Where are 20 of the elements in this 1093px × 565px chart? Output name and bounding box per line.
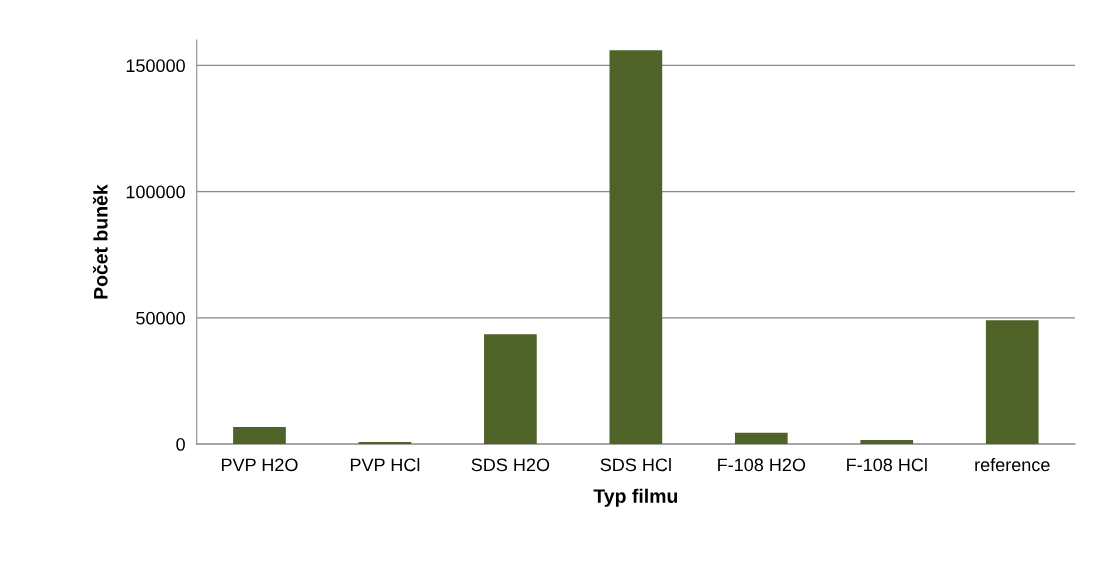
y-axis-title: Počet buněk [92, 184, 108, 299]
x-tick-label: SDS HCl [600, 457, 671, 472]
bar [734, 432, 788, 445]
x-tick-label: SDS H2O [471, 458, 550, 472]
y-tick-label: 150000 [126, 59, 185, 73]
bar [609, 50, 663, 445]
bar [233, 426, 286, 445]
y-tick-label: 100000 [126, 185, 185, 199]
x-axis-title: Typ filmu [593, 488, 678, 507]
bar [484, 334, 537, 445]
bar [985, 320, 1039, 445]
x-tick-label: reference [975, 458, 1050, 472]
x-tick-label: PVP H2O [221, 458, 298, 472]
x-tick-label: F-108 HCl [847, 457, 927, 472]
y-tick-label: 0 [176, 438, 185, 451]
x-tick-label: F-108 H2O [718, 458, 806, 472]
bar [860, 440, 914, 445]
x-tick-label: PVP HCl [350, 457, 420, 472]
bar [358, 442, 412, 445]
y-tick-label: 50000 [136, 311, 185, 325]
